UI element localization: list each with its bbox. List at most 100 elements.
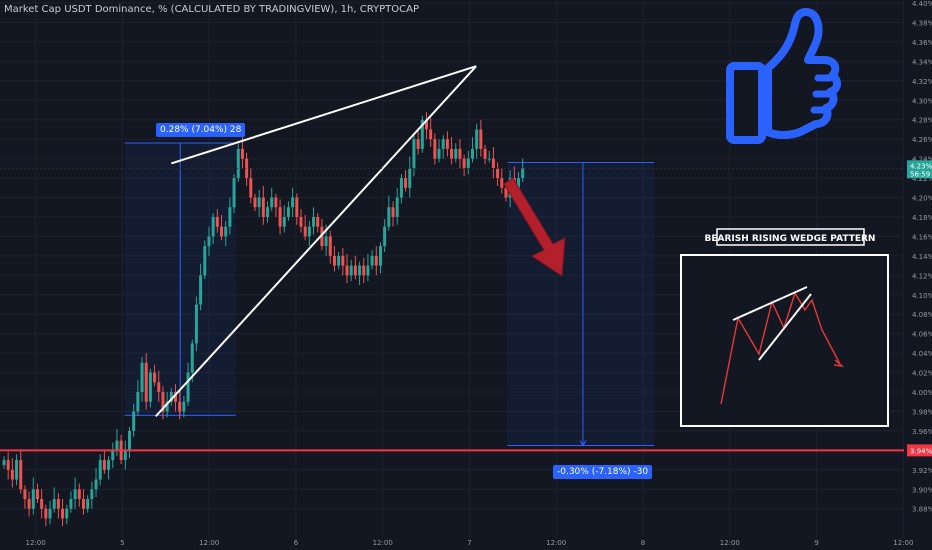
- candle-body: [475, 129, 479, 149]
- candle-body: [148, 372, 152, 402]
- candle-body: [228, 207, 232, 227]
- time-tick-label: 7: [467, 539, 471, 547]
- candle-body: [391, 207, 395, 217]
- candle-body: [211, 216, 215, 237]
- measure-top-label[interactable]: 0.28% (7.04%) 28: [156, 123, 246, 137]
- candle-body: [144, 362, 148, 402]
- price-tick-label: 4.00%: [912, 389, 932, 397]
- candle-body: [424, 119, 428, 130]
- measure-zones: [124, 142, 655, 447]
- chart-title: Market Cap USDT Dominance, % (CALCULATED…: [4, 4, 419, 15]
- price-tick-label: 4.12%: [912, 272, 932, 280]
- candle-body: [165, 401, 169, 412]
- candle-body: [115, 440, 119, 451]
- candle-body: [270, 197, 274, 208]
- candle-body: [6, 460, 10, 470]
- candle-body: [521, 168, 525, 179]
- support-price-badge: [907, 444, 932, 457]
- candle-body: [132, 411, 136, 431]
- pattern-box-title: BEARISH RISING WEDGE PATTERN: [705, 234, 876, 244]
- candle-body: [353, 265, 357, 276]
- pattern-box: BEARISH RISING WEDGE PATTERN: [680, 228, 889, 427]
- price-tick-label: 4.40%: [912, 0, 932, 8]
- price-tick-label: 4.24%: [912, 156, 932, 164]
- candle-body: [470, 148, 474, 159]
- candle-body: [307, 226, 311, 237]
- candle-body: [517, 178, 521, 188]
- candle-body: [186, 372, 190, 402]
- price-tick-label: 4.20%: [912, 195, 932, 203]
- wedge-lower-line[interactable]: [155, 65, 477, 418]
- candle-body: [81, 499, 85, 509]
- down-arrow-icon: [503, 177, 566, 277]
- candle-body: [56, 499, 60, 509]
- candle-body: [35, 489, 39, 499]
- candle-body: [358, 265, 362, 276]
- time-tick-label: 6: [294, 539, 299, 547]
- candle-body: [404, 178, 408, 188]
- candle-body: [48, 508, 52, 519]
- measure-bottom-label[interactable]: -0.30% (-7.18%) -30: [553, 465, 653, 479]
- price-tick-label: 3.88%: [912, 506, 932, 514]
- candle-body: [107, 460, 111, 470]
- candle-body: [94, 479, 98, 490]
- candle-body: [86, 499, 90, 509]
- time-tick-label: 12:00: [373, 539, 393, 547]
- candle-body: [90, 489, 94, 499]
- candle-body: [98, 460, 102, 480]
- candle-body: [408, 168, 412, 188]
- candle-body: [157, 382, 161, 393]
- candle-body: [316, 216, 320, 227]
- price-tick-label: 4.28%: [912, 117, 932, 125]
- candle-body: [328, 236, 332, 256]
- time-tick-label: 12:00: [893, 539, 913, 547]
- wedge-upper-line[interactable]: [171, 65, 477, 165]
- candle-body: [73, 489, 77, 499]
- candles: [2, 111, 525, 527]
- candle-body: [441, 139, 445, 149]
- price-tick-label: 4.02%: [912, 370, 932, 378]
- candle-body: [383, 226, 387, 247]
- candle-body: [278, 207, 282, 227]
- price-tick-label: 4.04%: [912, 350, 932, 358]
- candle-body: [437, 148, 441, 159]
- candle-body: [69, 499, 73, 509]
- time-tick-label: 12:00: [199, 539, 219, 547]
- candle-body: [61, 508, 65, 519]
- candle-body: [203, 246, 207, 276]
- candle-body: [295, 197, 299, 217]
- candle-body: [178, 401, 182, 412]
- candle-body: [169, 392, 173, 402]
- candle-body: [496, 168, 500, 179]
- candle-body: [299, 216, 303, 227]
- time-tick-label: 12:00: [26, 539, 46, 547]
- candle-body: [153, 372, 157, 383]
- candle-body: [194, 304, 198, 344]
- price-tick-label: 3.90%: [912, 486, 932, 494]
- candle-body: [102, 460, 106, 470]
- price-tick-label: 4.26%: [912, 136, 932, 144]
- candle-body: [504, 187, 508, 198]
- current-price-label: 4.23%: [910, 162, 932, 170]
- candle-body: [337, 255, 341, 266]
- candle-body: [454, 148, 458, 159]
- candle-body: [182, 401, 186, 412]
- candle-body: [487, 158, 491, 160]
- candle-body: [349, 265, 353, 276]
- current-time-label: 56:59: [910, 170, 930, 178]
- candle-body: [65, 508, 69, 519]
- candle-body: [378, 246, 382, 266]
- candle-body: [52, 499, 56, 509]
- thumbs-up-icon: [726, 8, 841, 144]
- candle-body: [174, 392, 178, 402]
- candle-body: [500, 178, 504, 188]
- candle-body: [190, 343, 194, 373]
- candle-body: [341, 255, 345, 266]
- candle-body: [199, 275, 203, 305]
- price-tick-label: 3.96%: [912, 428, 932, 436]
- time-tick-label: 12:00: [720, 539, 740, 547]
- time-tick-label: 5: [120, 539, 124, 547]
- support-price-label: 3.94%: [910, 447, 932, 455]
- price-tick-label: 4.08%: [912, 311, 932, 319]
